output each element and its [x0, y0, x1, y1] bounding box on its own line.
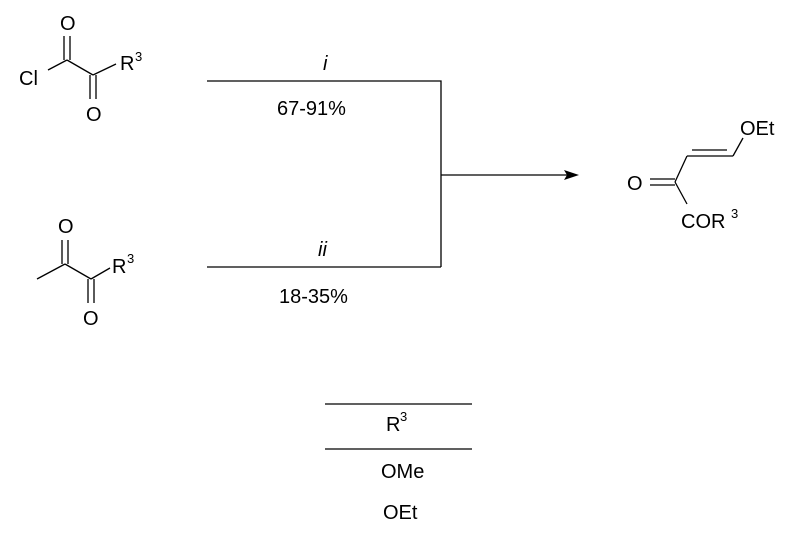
atom-label-o: O [60, 13, 76, 35]
route-line-1 [207, 80, 442, 267]
yield-label-route-1: 67-91% [277, 98, 346, 120]
r-group-label: R [120, 53, 134, 75]
atom-label-o: O [83, 308, 99, 330]
atom-label-o: O [86, 104, 102, 126]
reagent-label-i: i [323, 53, 328, 75]
atom-label-cl: Cl [19, 68, 38, 90]
bond [64, 263, 92, 280]
bond [674, 155, 688, 183]
bond [92, 63, 117, 76]
r-group-superscript: 3 [127, 251, 134, 266]
reactant-2-structure: O O R 3 [36, 216, 134, 330]
reaction-arrows [207, 80, 579, 268]
substituent-cor: COR [681, 211, 725, 233]
bond [732, 137, 744, 157]
reagent-label-ii: ii [318, 239, 327, 261]
r-group-superscript: 3 [135, 49, 142, 64]
bond [90, 267, 111, 280]
substituent-oet: OEt [740, 118, 775, 140]
bond [47, 59, 68, 71]
yield-label-route-2: 18-35% [279, 286, 348, 308]
reactant-1-structure: O Cl O R 3 [19, 13, 142, 126]
substituent-superscript: 3 [731, 206, 738, 221]
table-header-superscript: 3 [400, 409, 407, 424]
atom-label-o: O [627, 173, 643, 195]
table-row: OMe [381, 461, 424, 483]
atom-label-o: O [58, 216, 74, 238]
bond [674, 181, 688, 205]
substituent-table: R 3 OMe OEt [325, 403, 472, 524]
bond [66, 59, 94, 76]
table-header: R [386, 414, 400, 436]
arrow-head [564, 170, 579, 180]
bond [36, 263, 66, 280]
table-row: OEt [383, 502, 418, 524]
r-group-label: R [112, 256, 126, 278]
product-structure: O OEt COR 3 [627, 118, 775, 233]
